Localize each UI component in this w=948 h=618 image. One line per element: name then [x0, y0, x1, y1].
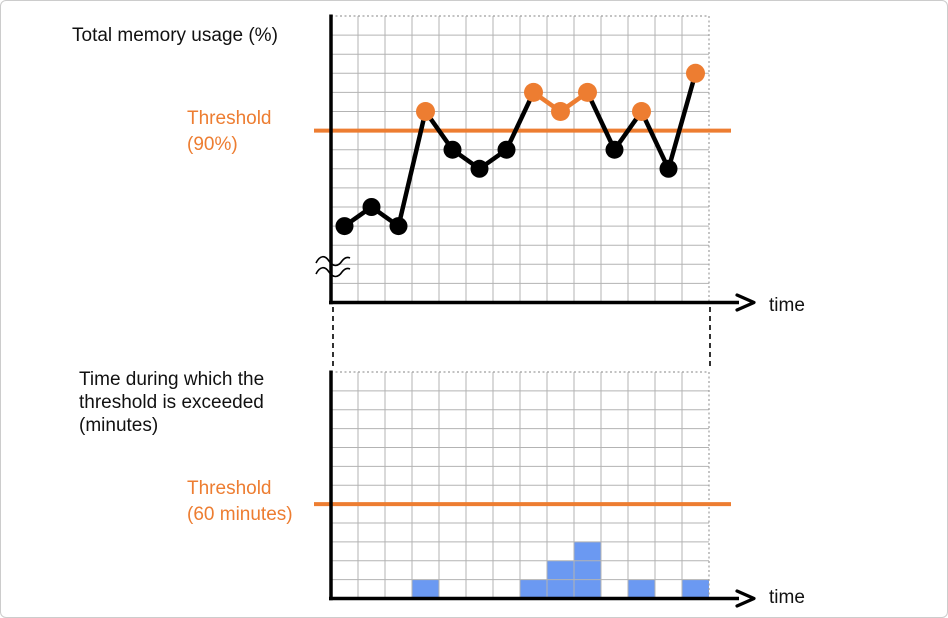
- top-threshold-label: Threshold (90%): [187, 106, 272, 158]
- duration-bar: [682, 579, 709, 599]
- bottom-chart: [314, 370, 756, 608]
- memory-data-point-exceeding: [416, 102, 435, 121]
- memory-data-point: [389, 217, 408, 236]
- memory-line-segment: [666, 72, 698, 170]
- memory-data-point: [659, 159, 678, 178]
- memory-data-point: [470, 159, 489, 178]
- memory-data-point: [362, 198, 381, 216]
- duration-bar: [628, 579, 655, 599]
- memory-data-point: [497, 140, 516, 159]
- memory-data-point: [605, 140, 624, 159]
- bottom-chart-title-line3: (minutes): [79, 415, 159, 436]
- bottom-threshold-label: Threshold (60 minutes): [187, 476, 293, 528]
- top-time-axis-label: time: [769, 295, 805, 316]
- top-chart-x-axis-arrowhead: [735, 293, 756, 312]
- top-threshold-label-line2: (90%): [187, 134, 238, 155]
- duration-bar: [520, 579, 547, 599]
- bottom-chart-title: Time during which the threshold is excee…: [79, 368, 264, 437]
- top-chart-title: Total memory usage (%): [72, 25, 278, 46]
- memory-data-point: [443, 140, 462, 159]
- memory-line-segment: [639, 110, 671, 170]
- memory-line-segment: [504, 91, 536, 151]
- bottom-chart-title-line1: Time during which the: [79, 369, 265, 390]
- duration-bar: [412, 579, 439, 599]
- memory-data-point-exceeding: [632, 102, 651, 121]
- memory-line-segment: [396, 110, 428, 227]
- chart-connectors: [332, 307, 711, 369]
- top-chart: [314, 14, 756, 312]
- memory-data-point-exceeding: [551, 102, 570, 121]
- bottom-chart-x-axis-arrowhead: [735, 589, 756, 608]
- memory-line-segment: [585, 91, 617, 151]
- memory-data-point: [335, 217, 354, 236]
- memory-data-point-exceeding: [686, 63, 705, 83]
- memory-data-point-exceeding: [524, 82, 543, 102]
- memory-data-point-exceeding: [578, 82, 597, 102]
- bottom-chart-title-line2: threshold is exceeded: [79, 392, 264, 413]
- top-threshold-label-line1: Threshold: [187, 108, 272, 129]
- duration-bar: [574, 541, 601, 599]
- y-axis-break-squiggle: [315, 255, 351, 267]
- y-axis-break-squiggle: [315, 266, 351, 278]
- bottom-threshold-label-line2: (60 minutes): [187, 504, 293, 525]
- bottom-time-axis-label: time: [769, 587, 805, 608]
- bottom-threshold-label-line1: Threshold: [187, 478, 272, 499]
